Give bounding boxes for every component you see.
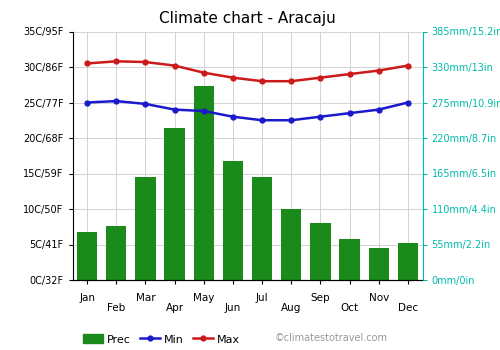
Text: Feb: Feb [107,303,126,313]
Text: Oct: Oct [340,303,358,313]
Bar [194,86,214,280]
Text: Apr: Apr [166,303,184,313]
Bar [398,243,418,280]
Text: Jun: Jun [225,303,241,313]
Text: May: May [193,293,214,303]
Bar [222,161,243,280]
Text: Jan: Jan [79,293,95,303]
Text: Dec: Dec [398,303,418,313]
Bar [368,248,389,280]
Text: Sep: Sep [310,293,330,303]
Text: Mar: Mar [136,293,155,303]
Text: Aug: Aug [281,303,301,313]
Bar [106,226,126,280]
Bar [164,128,185,280]
Bar [77,232,98,280]
Bar [281,209,301,280]
Bar [310,223,330,280]
Bar [340,239,360,280]
Bar [252,177,272,280]
Legend: Prec, Min, Max: Prec, Min, Max [78,330,245,349]
Text: Jul: Jul [256,293,268,303]
Text: Nov: Nov [368,293,389,303]
Title: Climate chart - Aracaju: Climate chart - Aracaju [159,11,336,26]
Bar [135,177,156,280]
Text: ©climatestotravel.com: ©climatestotravel.com [275,333,388,343]
